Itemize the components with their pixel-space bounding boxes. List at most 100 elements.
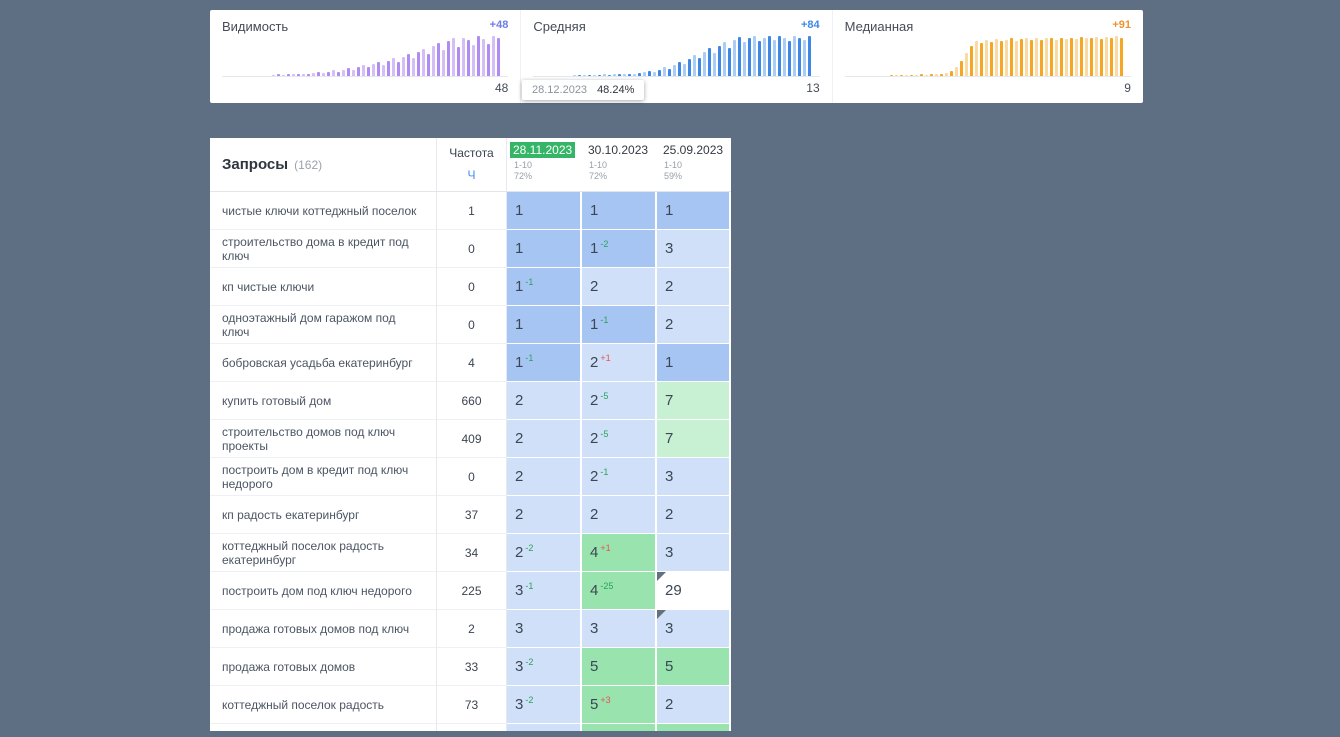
- position-cell[interactable]: 2 -2: [507, 534, 582, 572]
- position-cell[interactable]: 3 -2: [507, 648, 582, 686]
- frequency-cell: 225: [437, 572, 507, 610]
- position-cell[interactable]: 1 -2: [582, 230, 657, 268]
- spark-bar: [964, 52, 968, 76]
- position-cell[interactable]: 2: [582, 268, 657, 306]
- spark-bar: [1009, 38, 1013, 76]
- position-cell[interactable]: 1: [507, 192, 582, 230]
- spark-bar: [668, 68, 672, 76]
- frequency-type-selector[interactable]: Ч: [467, 168, 476, 182]
- position-cell[interactable]: 5: [582, 648, 657, 686]
- frequency-cell: 409: [437, 420, 507, 458]
- position-cell[interactable]: 2: [657, 268, 731, 306]
- position-cell[interactable]: 7: [657, 382, 731, 420]
- spark-bar: [492, 36, 495, 76]
- frequency-cell: 0: [437, 458, 507, 496]
- metric-current-value: 13: [806, 81, 820, 95]
- query-text: построить дом в кредит под ключ недорого: [222, 462, 409, 491]
- position-cell[interactable]: 3 -1: [507, 572, 582, 610]
- spark-bar: [603, 74, 607, 76]
- position-cell[interactable]: 2: [507, 458, 582, 496]
- position-cell[interactable]: 1 -1: [582, 306, 657, 344]
- spark-bar: [583, 74, 587, 76]
- position-cell[interactable]: 1: [582, 192, 657, 230]
- position-value: 1: [515, 278, 524, 295]
- spark-bar: [1029, 40, 1033, 76]
- position-cell[interactable]: 2: [657, 306, 731, 344]
- spark-bar: [352, 69, 355, 76]
- position-delta: -1: [525, 276, 534, 287]
- position-cell[interactable]: 29: [657, 572, 731, 610]
- position-value: 2: [515, 506, 524, 523]
- position-cell[interactable]: 2: [582, 496, 657, 534]
- position-cell[interactable]: 5: [657, 648, 731, 686]
- position-cell[interactable]: 1: [657, 344, 731, 382]
- frequency-cell: 0: [437, 230, 507, 268]
- position-cell[interactable]: 1: [507, 306, 582, 344]
- date-column-header[interactable]: 25.09.2023 1-10 59%: [657, 138, 731, 191]
- spark-bar: [432, 46, 435, 76]
- query-cell[interactable]: построить дом под ключ недорого: [210, 572, 437, 610]
- position-value: 5: [665, 658, 674, 675]
- position-cell[interactable]: 4 -25: [582, 572, 657, 610]
- position-cell[interactable]: 2: [657, 496, 731, 534]
- position-cell[interactable]: 3: [657, 610, 731, 648]
- position-cell[interactable]: 1: [657, 192, 731, 230]
- spark-bar: [683, 64, 687, 76]
- position-cell[interactable]: 2 +1: [582, 344, 657, 382]
- position-cell[interactable]: 2: [507, 420, 582, 458]
- metric-card-average[interactable]: Средняя +84 13: [520, 10, 831, 103]
- check-date[interactable]: 30.10.2023: [588, 143, 649, 157]
- frequency-cell: 0: [437, 306, 507, 344]
- query-cell[interactable]: продажа готовых домов под ключ: [210, 610, 437, 648]
- query-cell[interactable]: продажа готовых домов: [210, 648, 437, 686]
- sparkline-chart[interactable]: [222, 36, 509, 77]
- query-cell[interactable]: коттеджный поселок радость: [210, 686, 437, 724]
- position-cell[interactable]: 2 -5: [582, 382, 657, 420]
- sparkline-chart[interactable]: [844, 36, 1131, 77]
- sparkline-chart[interactable]: [533, 36, 820, 77]
- query-cell[interactable]: кп чистые ключи: [210, 268, 437, 306]
- date-column-header[interactable]: 30.10.2023 1-10 72%: [582, 138, 657, 191]
- query-cell[interactable]: одноэтажный дом гаражом под ключ: [210, 306, 437, 344]
- position-cell[interactable]: 2 -5: [582, 420, 657, 458]
- metric-card-visibility[interactable]: Видимость +48 48: [210, 10, 520, 103]
- position-cell[interactable]: 3: [657, 458, 731, 496]
- position-cell[interactable]: 7: [657, 420, 731, 458]
- query-cell[interactable]: купить готовый дом: [210, 382, 437, 420]
- metric-card-median[interactable]: Медианная +91 9: [831, 10, 1143, 103]
- position-cell[interactable]: 2 -1: [582, 458, 657, 496]
- spark-bar: [1074, 38, 1078, 76]
- position-cell[interactable]: 4 +1: [582, 534, 657, 572]
- position-cell[interactable]: 2: [507, 382, 582, 420]
- spark-bar: [763, 37, 767, 76]
- position-cell[interactable]: 3: [582, 610, 657, 648]
- position-cell[interactable]: 3: [657, 230, 731, 268]
- position-cell[interactable]: 3 -2: [507, 686, 582, 724]
- position-cell[interactable]: 1 -1: [507, 268, 582, 306]
- query-cell[interactable]: чистые ключи коттеджный поселок: [210, 192, 437, 230]
- query-cell[interactable]: построить дом в кредит под ключ недорого: [210, 458, 437, 496]
- spark-bar: [467, 40, 470, 76]
- query-cell[interactable]: строительство домов под ключ проекты: [210, 420, 437, 458]
- position-cell[interactable]: 1 -1: [507, 344, 582, 382]
- position-cell[interactable]: 2: [507, 496, 582, 534]
- position-cell[interactable]: 3: [657, 534, 731, 572]
- position-cell[interactable]: 1: [507, 230, 582, 268]
- spark-bar: [1044, 38, 1048, 76]
- check-date[interactable]: 25.09.2023: [663, 143, 724, 157]
- query-cell[interactable]: коттеджный поселок радость екатеринбург: [210, 534, 437, 572]
- query-cell[interactable]: кп радость екатеринбург: [210, 496, 437, 534]
- check-date[interactable]: 28.11.2023: [510, 142, 576, 158]
- spark-bar: [673, 64, 677, 76]
- spark-bar: [728, 48, 732, 76]
- table-row: купить готовый дом 660 2 2 -5 7: [210, 382, 731, 420]
- position-cell[interactable]: 2: [657, 686, 731, 724]
- query-cell[interactable]: строительство дома в кредит под ключ: [210, 230, 437, 268]
- spark-bar: [733, 40, 737, 76]
- position-cell[interactable]: 3: [507, 610, 582, 648]
- position-cell: [582, 724, 657, 731]
- spark-bar: [663, 67, 667, 76]
- query-cell[interactable]: бобровская усадьба екатеринбург: [210, 344, 437, 382]
- position-cell[interactable]: 5 +3: [582, 686, 657, 724]
- date-column-header[interactable]: 28.11.2023 1-10 72%: [507, 138, 582, 191]
